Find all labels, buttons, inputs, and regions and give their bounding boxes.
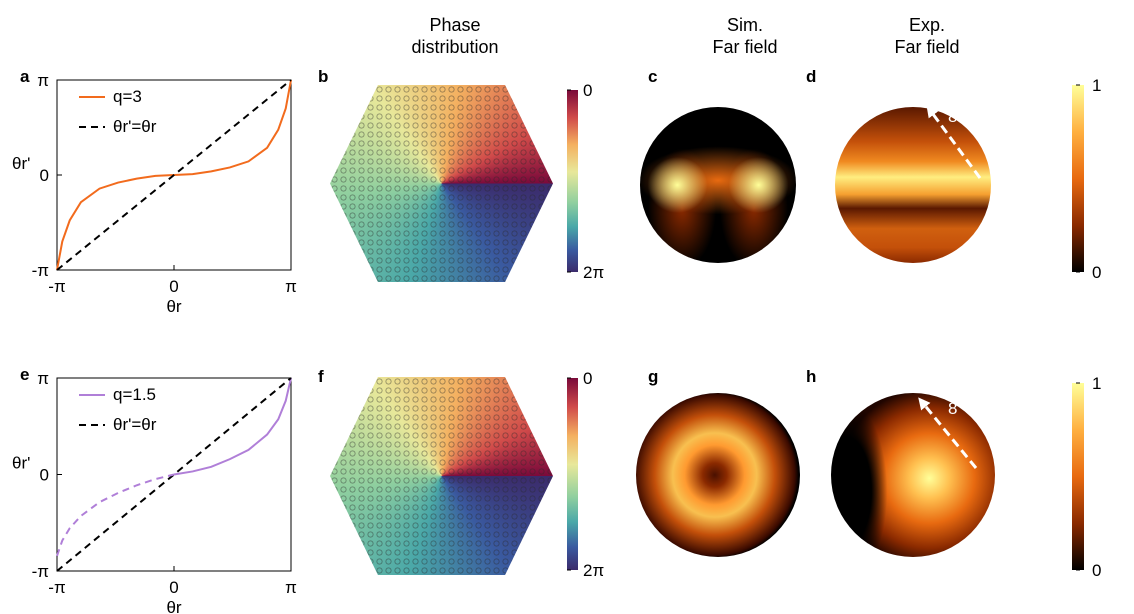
y-tick-label: π	[37, 71, 49, 90]
line	[57, 475, 174, 556]
colorbar-tick-label: 2π	[583, 561, 604, 580]
colorbar-tick-label: 1	[1092, 374, 1101, 393]
x-tick-label: -π	[48, 277, 65, 296]
legend-label: θr'=θr	[113, 117, 157, 136]
colorbar-tick-label: 1	[1092, 76, 1101, 95]
x-tick-label: 0	[169, 578, 178, 597]
x-axis-label: θr	[166, 598, 181, 614]
colorbar-tick-label: 0	[1092, 263, 1101, 282]
overlay: b c d f g h 8° 8° 0 2π 0 2π 1 0 1 0 a -π 0 π -π 0 π θr θ…	[0, 0, 1134, 614]
panel-label: c	[648, 67, 657, 86]
angle-label: 8°	[948, 107, 964, 126]
x-tick-label: π	[285, 277, 297, 296]
x-tick-label: π	[285, 578, 297, 597]
colorbar-tick-label: 0	[1092, 561, 1101, 580]
y-tick-label: π	[37, 369, 49, 388]
colorbar-tick-label: 0	[583, 369, 592, 388]
line	[57, 80, 291, 270]
angle-label: 8°	[948, 399, 964, 418]
colorbar-tick-label: 0	[583, 81, 592, 100]
x-tick-label: 0	[169, 277, 178, 296]
legend-label: q=3	[113, 87, 142, 106]
panel-label: f	[318, 367, 324, 386]
x-axis-label: θr	[166, 297, 181, 316]
legend-label: q=1.5	[113, 385, 156, 404]
y-tick-label: 0	[40, 466, 49, 485]
y-tick-label: -π	[32, 261, 49, 280]
panel-label: a	[20, 67, 30, 86]
legend-label: θr'=θr	[113, 415, 157, 434]
panel-label: b	[318, 67, 328, 86]
y-axis-label: θr'	[12, 154, 30, 173]
y-axis-label: θr'	[12, 454, 30, 473]
panel-label: h	[806, 367, 816, 386]
y-tick-label: -π	[32, 562, 49, 581]
figure: Phase distribution Sim. Far field Exp. F…	[0, 0, 1134, 614]
panel-label: e	[20, 365, 29, 384]
panel-label: d	[806, 67, 816, 86]
panel-label: g	[648, 367, 658, 386]
y-tick-label: 0	[40, 166, 49, 185]
x-tick-label: -π	[48, 578, 65, 597]
colorbar-tick-label: 2π	[583, 263, 604, 282]
